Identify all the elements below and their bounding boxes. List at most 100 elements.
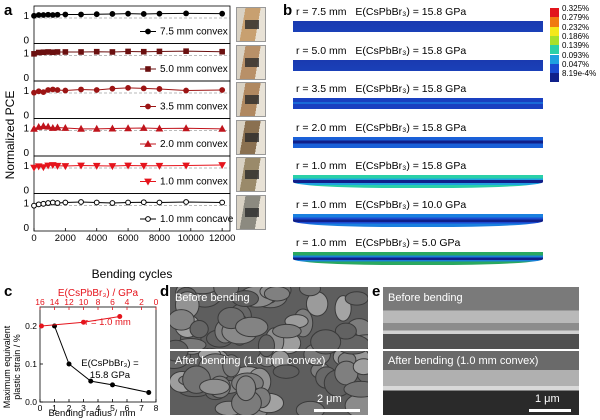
- top-tick-label: 16: [35, 297, 45, 307]
- row-frame: [33, 118, 231, 157]
- data-point: [124, 162, 132, 170]
- data-point: [49, 86, 56, 93]
- grain: [231, 290, 259, 307]
- data-point: [125, 48, 131, 55]
- panel-c-top-axis-label: E(CsPbBr₃) / GPa: [58, 288, 139, 299]
- data-point: [31, 51, 37, 57]
- data-point: [93, 48, 100, 55]
- sem-divider: [383, 349, 579, 351]
- data-point: [88, 378, 94, 384]
- colorbar-label: 0.186%: [562, 31, 590, 41]
- data-point: [39, 164, 48, 172]
- grain: [272, 323, 302, 339]
- top-tick-label: 12: [64, 297, 74, 307]
- row-tick-1: 1: [23, 199, 29, 210]
- grain: [263, 287, 291, 302]
- data-point: [66, 361, 72, 367]
- data-point: [124, 124, 132, 132]
- legend-label: 5.0 mm convex: [160, 64, 228, 75]
- data-point: [183, 199, 189, 205]
- sem-e-after-label: After bending (1.0 mm convex): [388, 355, 539, 367]
- grain: [235, 375, 257, 402]
- data-point: [30, 124, 38, 132]
- data-point: [125, 84, 131, 91]
- data-point: [108, 124, 117, 132]
- data-point: [140, 85, 147, 92]
- data-point: [30, 164, 38, 172]
- grain: [235, 316, 269, 338]
- top-tick-label: 8: [96, 297, 101, 307]
- sem-e-scale-bar: [529, 409, 571, 412]
- data-point: [54, 87, 61, 93]
- data-point: [45, 11, 52, 18]
- sem-d-after-label: After bending (1.0 mm convex): [175, 355, 326, 367]
- modulus-label: E(CsPbBr₃) = 15.8 GPa: [355, 160, 467, 172]
- data-point: [35, 201, 42, 208]
- sem-divider: [170, 349, 368, 351]
- data-point: [155, 124, 164, 132]
- row-frame: [33, 155, 231, 194]
- data-point: [54, 11, 61, 18]
- sem-cross-section: Before bending After bending (1.0 mm con…: [383, 287, 579, 415]
- radius-label: r = 7.5 mm: [296, 6, 350, 18]
- data-point: [38, 323, 44, 329]
- radius-label: r = 2.0 mm: [296, 121, 350, 134]
- data-point: [109, 85, 116, 92]
- panel-c-ylabel-2: plastic strain / %: [12, 334, 22, 400]
- radius-label: r = 1.0 mm: [296, 160, 350, 172]
- top-tick-label: 10: [79, 297, 89, 307]
- data-point: [156, 48, 163, 55]
- data-point: [40, 200, 47, 207]
- row-tick-0: 0: [23, 73, 29, 84]
- x-tick-label: 0: [38, 403, 43, 413]
- data-point: [156, 10, 163, 17]
- data-point: [93, 11, 100, 18]
- data-point: [218, 162, 227, 170]
- row-frame: [33, 80, 231, 119]
- sim-row-label-6: r = 1.0 mm E(CsPbBr₃) = 5.0 GPa: [296, 237, 460, 249]
- grain: [334, 322, 357, 340]
- bending-clamp: [245, 207, 259, 217]
- legend-marker: [144, 178, 152, 186]
- panel-c-xlabel: Bending radius / mm: [48, 408, 135, 419]
- colorbar-label: 0.325%: [562, 4, 590, 13]
- bending-photo-4: [236, 157, 266, 192]
- panel-c-black-label-1: E(CsPbBr₃) =: [81, 358, 139, 369]
- pce-row-4: 1 0 1.0 mm convex: [23, 155, 231, 197]
- data-point: [53, 123, 62, 131]
- data-point: [183, 48, 189, 54]
- legend-marker: [145, 103, 151, 110]
- strain-strip-3: [293, 136, 543, 148]
- row-tick-0: 0: [23, 223, 29, 234]
- colorbar-label: 0.093%: [562, 50, 590, 60]
- legend-label: 1.0 mm concave: [160, 214, 234, 225]
- x-tick-label: 2000: [55, 233, 76, 244]
- data-point: [31, 89, 37, 96]
- x-tick-label: 7: [139, 403, 144, 413]
- row-tick-1: 1: [23, 161, 29, 172]
- data-point: [54, 49, 61, 55]
- data-point: [93, 87, 100, 93]
- row-tick-1: 1: [23, 11, 29, 22]
- radius-label: r = 1.0 mm: [296, 237, 350, 249]
- data-point: [78, 49, 84, 55]
- data-point: [77, 124, 85, 132]
- pce-row-3: 1 0 2.0 mm convex: [23, 118, 231, 159]
- panel-label-e: e: [372, 283, 381, 300]
- data-point: [156, 86, 163, 92]
- sem-e-after-layers: [383, 351, 579, 415]
- strain-strip-2: [293, 98, 543, 109]
- data-point: [62, 49, 69, 55]
- row-tick-0: 0: [23, 111, 29, 122]
- data-point: [108, 163, 117, 171]
- data-point: [62, 87, 69, 94]
- x-tick-label: 6000: [118, 233, 139, 244]
- modulus-label: E(CsPbBr₃) = 15.8 GPa: [355, 121, 467, 134]
- sim-row-label-0: r = 7.5 mm E(CsPbBr₃) = 15.8 GPa: [296, 6, 466, 18]
- panel-label-d: d: [160, 283, 170, 300]
- top-tick-label: 6: [110, 297, 115, 307]
- radius-label: r = 1.0 mm: [296, 198, 350, 211]
- pce-row-1: 1 0 5.0 mm convex: [23, 43, 231, 84]
- bending-photo-1: [236, 44, 266, 80]
- x-tick-label: 5: [110, 403, 115, 413]
